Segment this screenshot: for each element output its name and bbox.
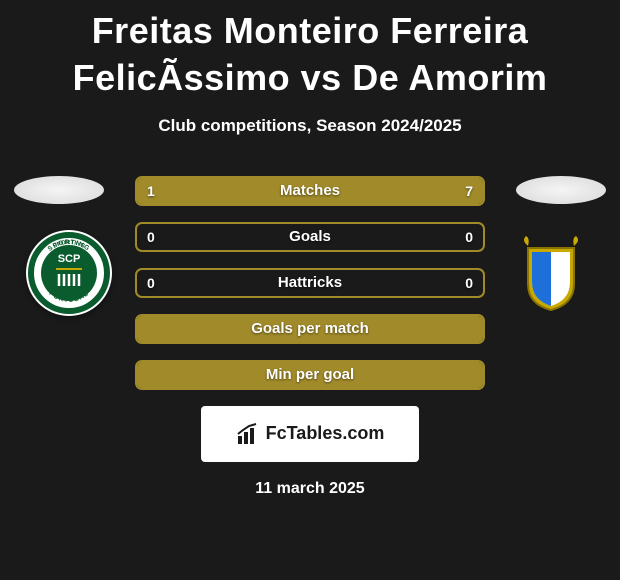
player-oval-right — [516, 176, 606, 204]
chart-icon — [236, 422, 260, 446]
stat-label: Goals per match — [137, 320, 483, 337]
stats-list: 17Matches 00Goals 00Hattricks Goals per mat… — [135, 176, 485, 390]
badge-circle-left: SCP SPORTING SPORTING — [26, 230, 112, 316]
stat-label: Matches — [137, 182, 483, 199]
stat-label: Goals — [137, 228, 483, 245]
svg-text:FCF: FCF — [542, 239, 560, 249]
stat-label: Min per goal — [137, 366, 483, 383]
site-logo-text: FcTables.com — [266, 423, 385, 444]
svg-text:SCP: SCP — [58, 253, 81, 265]
date-text: 11 march 2025 — [0, 480, 620, 498]
club-badge-right: FCF — [508, 230, 594, 316]
stat-row: Goals per match — [135, 314, 485, 344]
club-badge-left: SCP SPORTING SPORTING — [26, 230, 112, 316]
player-oval-left — [14, 176, 104, 204]
page-title: Freitas Monteiro Ferreira FelicÃssimo vs… — [0, 0, 620, 102]
stat-row: 00Goals — [135, 222, 485, 252]
comparison-panel: SCP SPORTING SPORTING — [0, 176, 620, 498]
stat-row: 17Matches — [135, 176, 485, 206]
sporting-badge-icon: SCP SPORTING SPORTING — [26, 230, 112, 316]
stat-row: 00Hattricks — [135, 268, 485, 298]
stat-label: Hattricks — [137, 274, 483, 291]
badge-circle-right: FCF — [508, 230, 594, 316]
stat-row: Min per goal — [135, 360, 485, 390]
site-logo: FcTables.com — [201, 406, 419, 462]
subtitle: Club competitions, Season 2024/2025 — [0, 116, 620, 136]
famalicao-badge-icon: FCF — [508, 230, 594, 316]
